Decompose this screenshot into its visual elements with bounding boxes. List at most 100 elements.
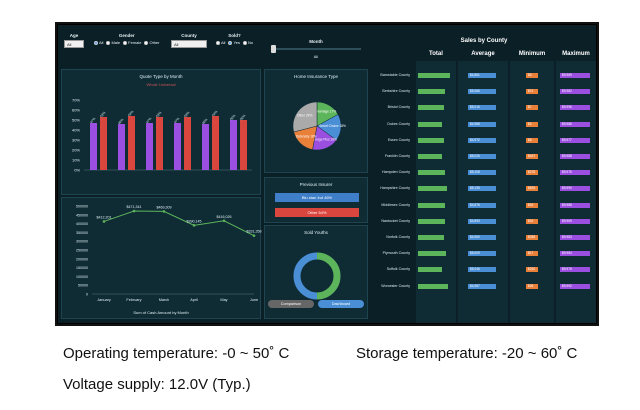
- quote-tick-label: 10%: [72, 158, 80, 163]
- maximum-value: $9,983: [560, 235, 590, 240]
- minimum-value: $26: [526, 283, 538, 289]
- county-filter: County All: [171, 33, 207, 48]
- age-filter: Age All: [64, 33, 84, 48]
- quote-type-title: Quote Type by Month: [139, 74, 183, 79]
- quote-bar-label: 47%: [145, 117, 152, 125]
- minimum-value: $525: [526, 186, 538, 192]
- quote-bar-label: 53%: [99, 111, 106, 119]
- quote-tick-label: 50%: [72, 118, 80, 123]
- county-label: Hampden County: [382, 170, 410, 175]
- gender-radio-female[interactable]: Female: [123, 40, 141, 45]
- maximum-value: $9,969: [560, 73, 590, 78]
- cash-tick-label: 300000: [76, 240, 88, 244]
- sold-youths-donut: [293, 252, 341, 300]
- quote-bar-label: 53%: [155, 111, 162, 119]
- county-label: Berkshire County: [382, 89, 410, 94]
- cash-tick-label: 100000: [76, 275, 88, 279]
- maximum-value: $9,976: [560, 170, 590, 176]
- insurer-bar-other: Other 54%: [275, 208, 359, 217]
- minimum-value: $4: [526, 121, 538, 127]
- total-bar: [418, 154, 442, 159]
- quote-type-panel: Quote Type by Month Whole Universal 70% 6…: [61, 69, 261, 195]
- quote-bar: [146, 123, 153, 170]
- minimum-value: $288: [526, 235, 538, 240]
- cash-point: [162, 210, 166, 213]
- total-bar: [418, 251, 446, 257]
- month-slider-handle[interactable]: [271, 45, 276, 53]
- county-label: Bristol County: [387, 105, 410, 110]
- county-label: Franklin County: [384, 154, 410, 158]
- sold-radio-all[interactable]: All: [216, 40, 225, 45]
- sold-radio-label: Yes: [233, 40, 240, 45]
- cash-point-label: $390,145: [187, 219, 202, 223]
- minimum-value: $5: [526, 73, 538, 78]
- county-select[interactable]: All: [171, 40, 207, 48]
- cash-category-label: April: [190, 298, 198, 302]
- average-value: $5,108: [468, 170, 496, 176]
- cash-category-label: January: [97, 298, 111, 302]
- minimum-value: $187: [526, 154, 538, 159]
- quote-bar-label: 46%: [201, 118, 208, 126]
- quote-bar-label: 47%: [89, 117, 96, 125]
- minimum-column: [510, 61, 554, 323]
- gender-radio-other[interactable]: Other: [144, 40, 159, 45]
- county-label: Plymouth County: [382, 251, 410, 256]
- sold-youths-title: Sold Youths: [304, 230, 328, 235]
- sold-radio-label: All: [221, 40, 226, 45]
- quote-bar-label: 47%: [173, 117, 180, 125]
- cash-tick-label: 200000: [76, 257, 88, 261]
- cash-point: [102, 220, 106, 223]
- quote-bar-label: 54%: [127, 110, 134, 118]
- filter-bar: Age All Gender All Male Female Other County…: [58, 25, 370, 61]
- pie-slice: [292, 101, 318, 133]
- average-value: $5,046: [468, 267, 496, 273]
- dashboard-button[interactable]: Dashboard: [318, 300, 364, 308]
- maximum-value: $9,969: [560, 218, 590, 224]
- home-insurance-title: Home Insurance Type: [294, 74, 338, 79]
- cash-tick-label: 50000: [78, 284, 88, 288]
- average-value: $5,009: [468, 251, 496, 257]
- cash-tick-label: 250000: [76, 249, 88, 253]
- cash-point-label: $469,309: [157, 205, 172, 209]
- county-label: Suffolk County: [386, 267, 410, 272]
- cash-tick-label: 450000: [76, 213, 88, 217]
- total-bar: [418, 235, 444, 240]
- age-select[interactable]: All: [64, 40, 84, 48]
- comparison-button[interactable]: Comparison: [268, 300, 314, 308]
- cash-point: [132, 209, 136, 213]
- sold-radio-yes[interactable]: Yes: [228, 40, 240, 45]
- sales-by-county: Sales by County Total Average Minimum Ma…: [370, 25, 598, 325]
- gender-radio-all[interactable]: All: [94, 40, 103, 45]
- month-slider[interactable]: [271, 45, 361, 53]
- age-label: Age: [69, 33, 79, 38]
- storage-temp-caption: Storage temperature: -20 ~ 60˚ C: [356, 345, 578, 362]
- sold-radio-no[interactable]: No: [242, 40, 253, 45]
- average-value: $4,987: [468, 283, 496, 289]
- average-column: [458, 61, 508, 323]
- average-value: $5,135: [468, 186, 496, 192]
- total-bar: [418, 202, 446, 208]
- maximum-value: $9,975: [560, 267, 590, 273]
- cash-amount-panel: 500000 450000 400000 350000 300000 250000 2000…: [61, 197, 262, 319]
- quote-bar-label: 54%: [211, 110, 218, 118]
- gender-radio-male[interactable]: Male: [106, 40, 120, 45]
- sales-title: Sales by County: [460, 38, 508, 44]
- cash-point: [192, 224, 196, 227]
- cash-tick-label: 0: [86, 293, 88, 297]
- month-filter: Month All: [271, 39, 361, 59]
- quote-tick-label: 70%: [72, 98, 80, 103]
- minimum-value: $7: [526, 105, 538, 111]
- cash-category-label: February: [126, 298, 141, 302]
- maximum-value: $9,986: [560, 121, 590, 127]
- total-bar: [418, 89, 446, 95]
- header-average: Average: [471, 51, 495, 57]
- home-insurance-panel: Home Insurance Type Advantage 17% Smart C…: [264, 69, 368, 173]
- maximum-value: $9,988: [560, 154, 590, 159]
- quote-tick-label: 30%: [72, 138, 80, 143]
- voltage-caption: Voltage supply: 12.0V (Typ.): [63, 376, 251, 393]
- maximum-column: [556, 61, 596, 323]
- total-column: [416, 61, 456, 323]
- average-value: $5,026: [468, 154, 496, 159]
- sold-label: Sold?: [228, 33, 241, 38]
- quote-bar: [240, 120, 247, 170]
